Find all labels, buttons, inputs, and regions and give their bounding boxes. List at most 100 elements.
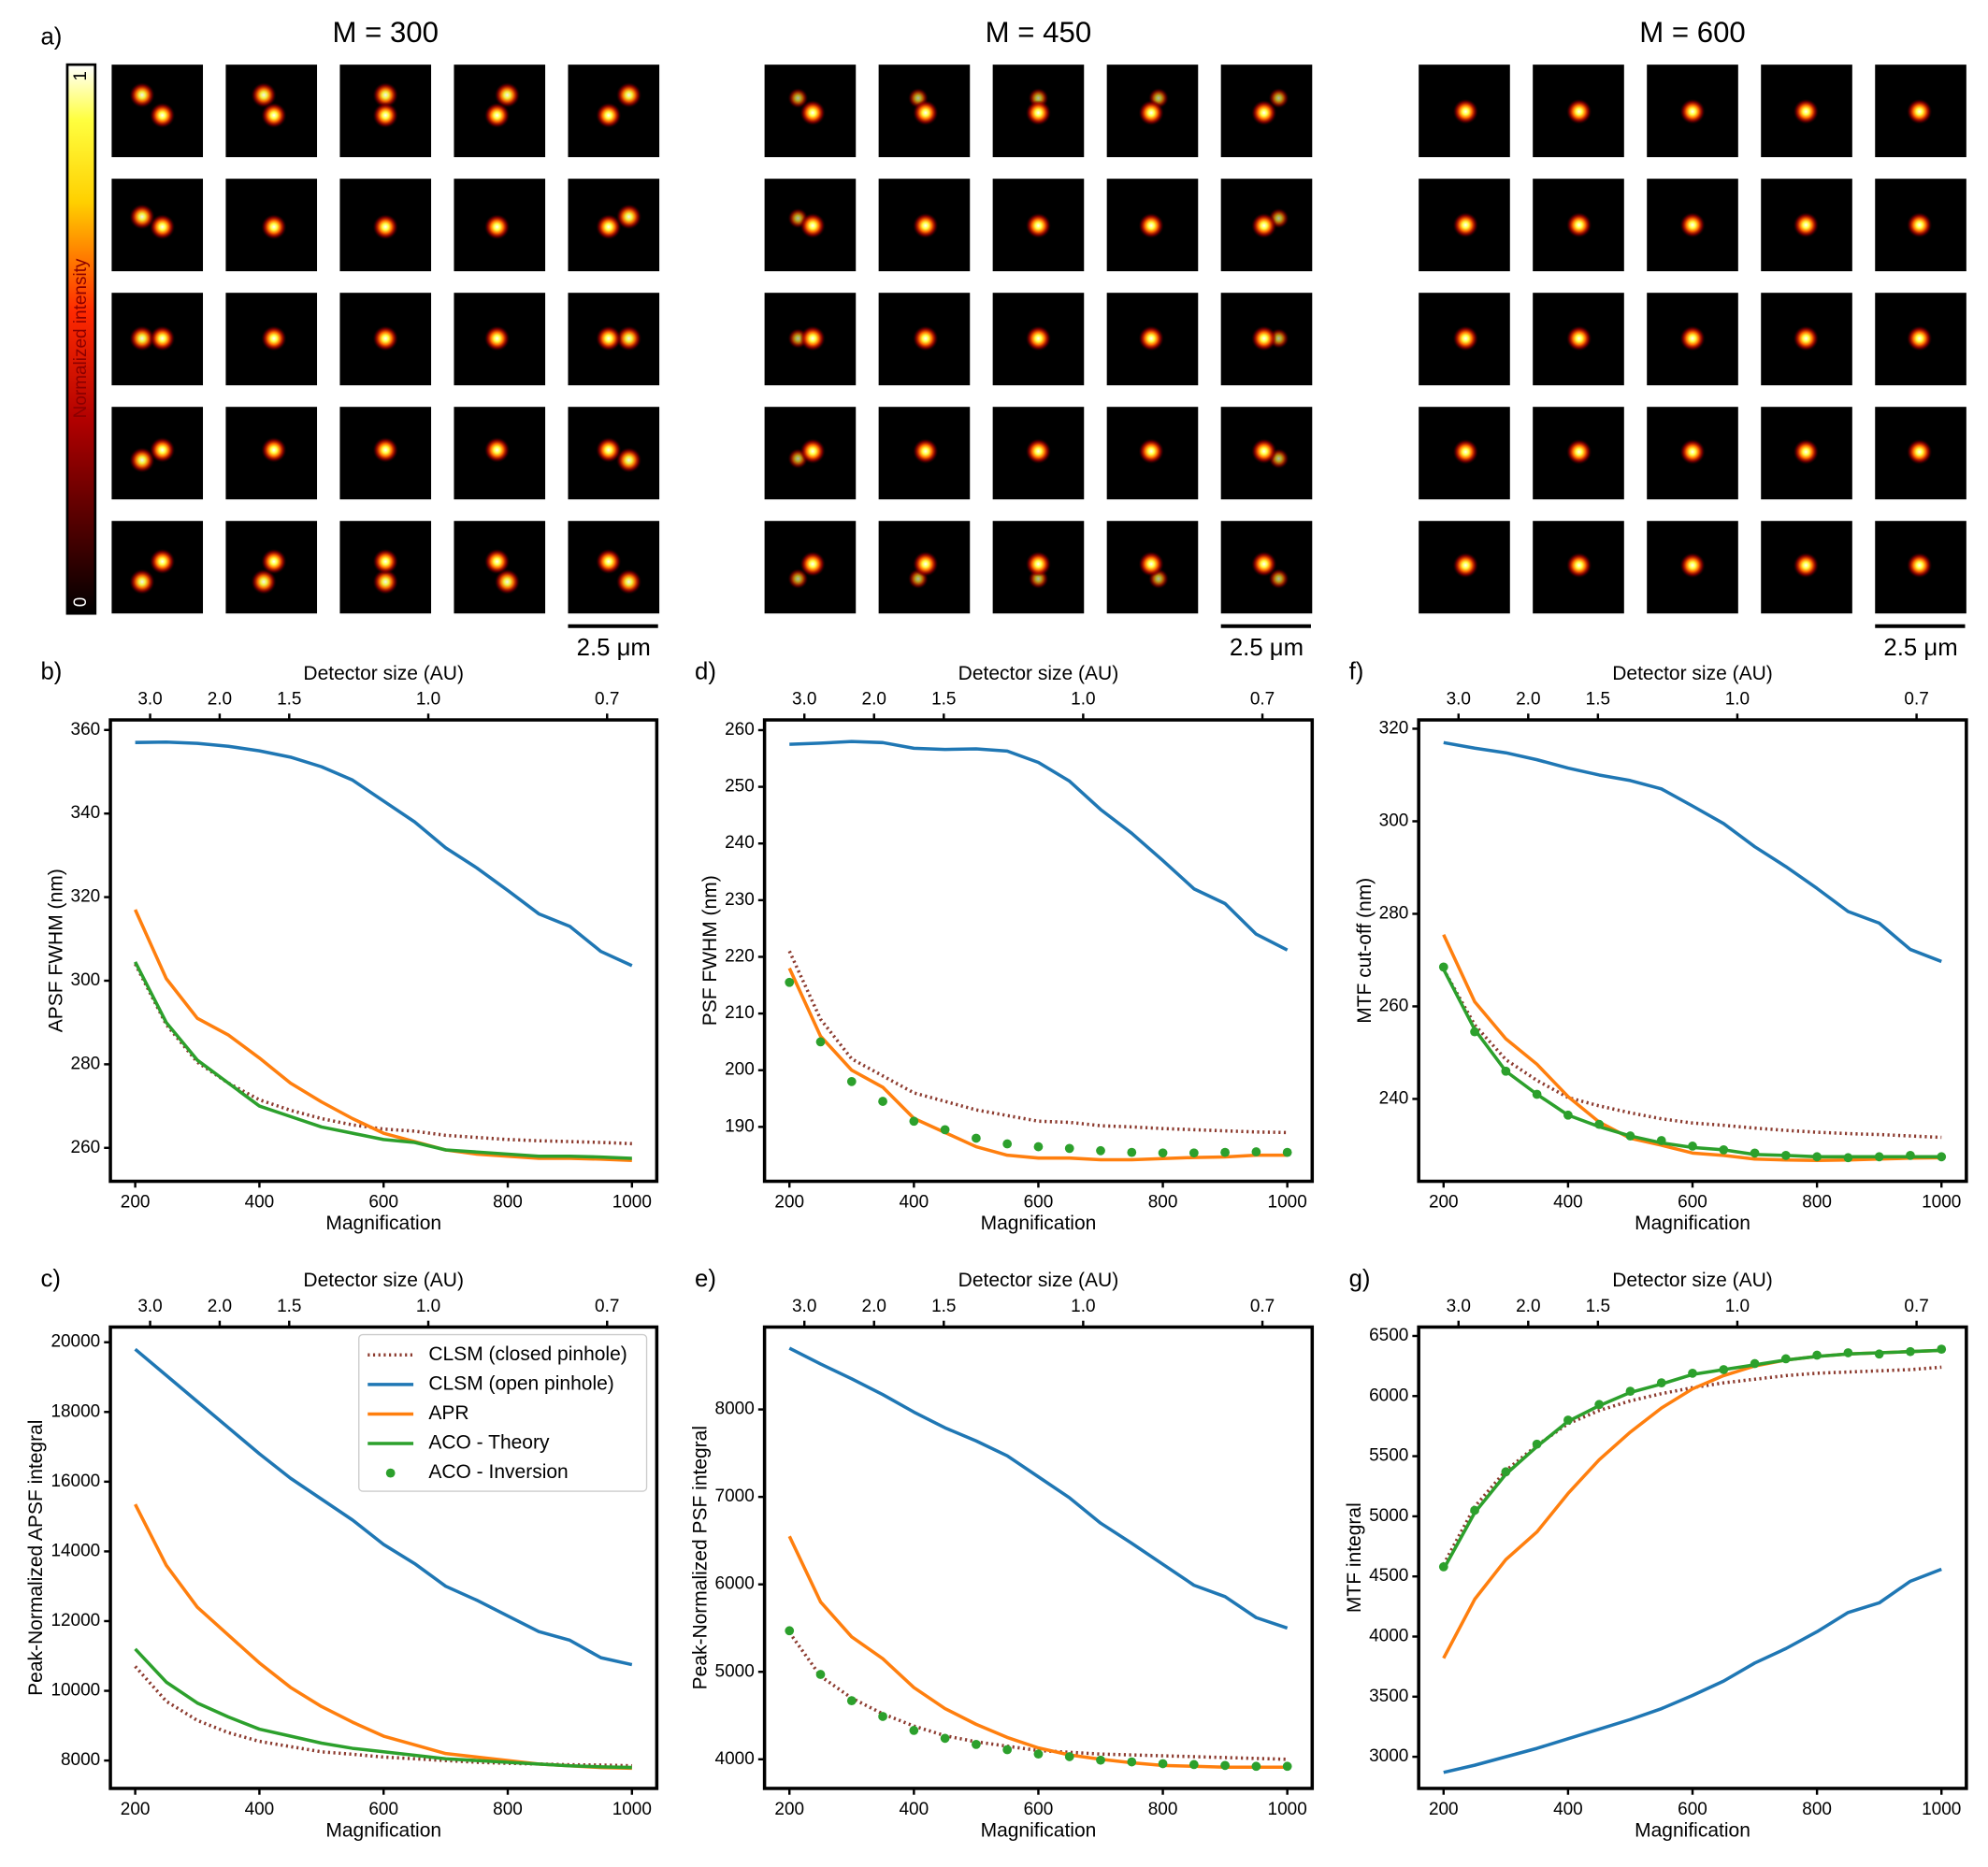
- x-axis-label: Magnification: [981, 1213, 1097, 1234]
- psf-spot: [1138, 100, 1164, 126]
- psf-spot: [913, 551, 939, 577]
- x2-tick-label: 3.0: [792, 689, 816, 709]
- data-point: [1282, 1761, 1292, 1772]
- x-tick-label: 200: [121, 1800, 151, 1819]
- data-point: [1532, 1439, 1542, 1449]
- y-tick-label: 200: [725, 1060, 755, 1080]
- x-tick-label: 800: [1802, 1193, 1832, 1213]
- group-title: M = 300: [332, 16, 439, 49]
- psf-spot: [372, 568, 398, 595]
- psf-spot: [1025, 100, 1052, 126]
- psf-spot: [1025, 551, 1052, 577]
- data-line: [1442, 969, 1942, 1159]
- x2-tick-label: 1.5: [931, 689, 956, 709]
- data-point: [1719, 1365, 1729, 1374]
- x2-tick-label: 1.5: [277, 689, 301, 709]
- data-point: [1688, 1142, 1697, 1151]
- y-tick-label: 16000: [50, 1472, 100, 1491]
- x-tick-label: 800: [493, 1193, 523, 1213]
- plot-frame: [108, 718, 659, 1184]
- psf-spot: [261, 325, 287, 352]
- x-tick-label: 400: [1553, 1193, 1583, 1213]
- y-axis-label: Peak-Normalized PSF integral: [689, 1426, 711, 1689]
- data-point: [1220, 1760, 1230, 1771]
- psf-spot: [913, 325, 939, 352]
- psf-spot: [787, 568, 809, 589]
- legend-label: APR: [428, 1402, 468, 1424]
- data-point: [1719, 1145, 1729, 1155]
- psf-spot: [800, 212, 826, 238]
- data-line: [789, 740, 1289, 952]
- scale-bar-label: 2.5 μm: [1883, 635, 1957, 661]
- x2-tick-label: 0.7: [595, 1297, 619, 1316]
- y-tick-label: 280: [71, 1054, 101, 1073]
- psf-spot: [129, 447, 155, 473]
- x-tick-label: 1000: [612, 1800, 652, 1819]
- psf-spot: [800, 551, 826, 577]
- psf-spot: [1251, 325, 1277, 352]
- data-point: [1656, 1136, 1666, 1145]
- psf-spot: [1566, 325, 1592, 352]
- psf-spot: [251, 82, 277, 108]
- x-tick-label: 800: [1802, 1800, 1832, 1819]
- data-point: [815, 1037, 826, 1047]
- psf-spot: [1452, 98, 1478, 124]
- data-point: [1874, 1152, 1884, 1162]
- psf-spot: [483, 437, 511, 463]
- psf-spot: [261, 437, 287, 463]
- y-axis-label: APSF FWHM (nm): [46, 869, 67, 1032]
- x-tick-label: 200: [121, 1193, 151, 1213]
- psf-spot: [1138, 438, 1164, 465]
- psf-spot: [615, 82, 642, 108]
- psf-spot: [1793, 438, 1819, 465]
- y-axis-label: PSF FWHM (nm): [699, 875, 721, 1026]
- data-point: [815, 1670, 826, 1679]
- x2-tick-label: 2.0: [862, 689, 886, 709]
- y-tick-label: 12000: [50, 1611, 100, 1630]
- y-tick-label: 300: [71, 970, 101, 990]
- psf-spot: [1025, 212, 1052, 238]
- data-line: [134, 961, 632, 1160]
- data-point: [785, 1626, 795, 1636]
- y-tick-label: 240: [1379, 1088, 1409, 1108]
- x-tick-label: 1000: [1922, 1193, 1961, 1213]
- panel-label: g): [1349, 1266, 1371, 1292]
- psf-spot: [129, 325, 155, 352]
- x-tick-label: 600: [368, 1193, 398, 1213]
- psf-spot: [1679, 98, 1706, 124]
- y-tick-label: 220: [725, 946, 755, 966]
- data-point: [1470, 1505, 1479, 1515]
- psf-spot: [483, 102, 511, 128]
- y-tick-label: 240: [725, 833, 755, 853]
- x2-tick-label: 1.5: [931, 1297, 956, 1316]
- psf-spot: [150, 437, 176, 463]
- x2-tick-label: 1.5: [1586, 1297, 1610, 1316]
- psf-spot: [596, 214, 622, 240]
- data-point: [1096, 1145, 1105, 1156]
- x2-tick-label: 0.7: [1250, 689, 1275, 709]
- y-axis-label: MTF cut-off (nm): [1354, 878, 1376, 1024]
- psf-spot: [483, 214, 511, 240]
- data-line: [134, 1647, 632, 1770]
- psf-spot: [372, 82, 398, 108]
- psf-spot: [483, 325, 511, 352]
- colorbar-label: Normalized intensity: [71, 258, 91, 418]
- y-tick-label: 20000: [50, 1332, 100, 1352]
- psf-spot: [596, 325, 622, 352]
- psf-spot: [1793, 553, 1819, 579]
- data-line: [787, 1631, 1288, 1761]
- y-tick-label: 260: [725, 720, 755, 740]
- data-point: [1251, 1761, 1261, 1772]
- data-point: [1563, 1415, 1573, 1425]
- data-point: [1470, 1027, 1479, 1037]
- x2-tick-label: 1.0: [1071, 689, 1095, 709]
- panel-label: a): [40, 23, 62, 50]
- psf-spot: [372, 549, 398, 575]
- psf-spot: [150, 325, 176, 352]
- y-tick-label: 7000: [715, 1486, 755, 1506]
- x-tick-label: 1000: [1268, 1800, 1307, 1819]
- data-point: [1937, 1152, 1947, 1162]
- psf-spot: [372, 102, 398, 128]
- legend-label: ACO - Theory: [428, 1432, 550, 1454]
